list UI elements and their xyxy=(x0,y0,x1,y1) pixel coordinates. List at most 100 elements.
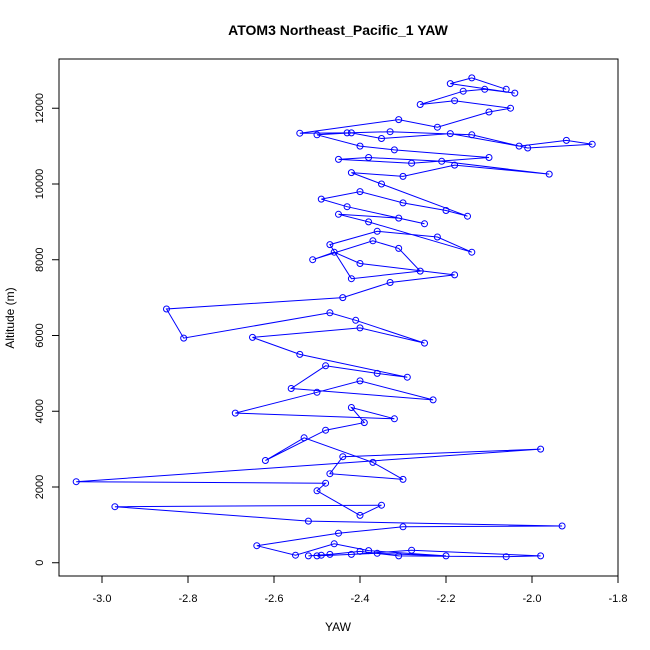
y-axis-label: Altitude (m) xyxy=(3,287,17,348)
x-axis-label: YAW xyxy=(325,620,352,634)
data-point xyxy=(322,479,330,487)
data-point xyxy=(261,457,269,464)
data-point xyxy=(502,553,510,561)
data-point xyxy=(416,267,424,275)
data-point xyxy=(356,547,364,555)
data-point xyxy=(313,388,321,396)
data-point xyxy=(300,434,308,442)
data-point xyxy=(343,203,351,211)
data-point xyxy=(395,214,403,222)
data-point xyxy=(481,85,489,93)
data-point xyxy=(111,503,119,511)
x-tick-label: -2.8 xyxy=(179,593,198,605)
data-point xyxy=(322,426,330,434)
data-point xyxy=(451,97,459,105)
data-point xyxy=(326,309,334,317)
data-point xyxy=(408,546,416,554)
data-point xyxy=(468,74,476,82)
data-point xyxy=(347,404,355,411)
data-point xyxy=(365,154,373,161)
data-point xyxy=(588,140,596,148)
data-point xyxy=(347,550,355,558)
data-point xyxy=(537,552,545,560)
data-point xyxy=(180,334,188,342)
data-point xyxy=(309,256,317,264)
data-point xyxy=(317,551,325,559)
series-line xyxy=(76,77,593,558)
y-tick-label: 10000 xyxy=(34,169,46,200)
data-point xyxy=(330,540,338,548)
data-point xyxy=(507,104,514,112)
data-point xyxy=(313,131,321,139)
data-point xyxy=(468,131,476,139)
data-point xyxy=(373,369,381,377)
data-point xyxy=(390,146,398,154)
data-point xyxy=(399,172,407,180)
y-tick-label: 6000 xyxy=(34,323,46,347)
data-point xyxy=(433,123,441,131)
x-tick-label: -2.2 xyxy=(437,593,456,605)
data-point xyxy=(395,116,403,124)
chart-title: ATOM3 Northeast_Pacific_1 YAW xyxy=(228,22,448,38)
data-point xyxy=(369,237,377,245)
data-point xyxy=(390,415,398,423)
data-point xyxy=(446,130,454,138)
data-point xyxy=(326,470,334,478)
data-point xyxy=(502,85,510,93)
data-point xyxy=(416,101,424,108)
y-axis: 0 2000 4000 6000 8000 10000 12000 xyxy=(34,93,60,566)
x-tick-label: -1.8 xyxy=(609,593,628,605)
data-point xyxy=(442,207,450,214)
data-point xyxy=(360,419,368,427)
data-point xyxy=(356,377,364,385)
data-point xyxy=(304,552,312,560)
data-point xyxy=(339,453,347,461)
y-tick-label: 0 xyxy=(34,560,46,566)
data-point xyxy=(373,227,381,235)
data-point xyxy=(347,169,355,177)
data-point xyxy=(395,552,403,560)
data-point xyxy=(524,144,532,152)
data-point xyxy=(231,409,239,417)
data-point xyxy=(485,154,493,161)
data-point xyxy=(313,552,321,560)
data-point xyxy=(163,305,170,313)
data-point xyxy=(339,294,347,302)
data-point xyxy=(451,271,459,279)
data-point xyxy=(313,487,321,495)
data-point xyxy=(378,135,385,142)
plot-frame xyxy=(58,58,619,577)
data-point xyxy=(326,550,334,558)
data-point xyxy=(292,551,299,559)
y-tick-label: 2000 xyxy=(34,475,46,499)
data-point xyxy=(335,210,342,218)
data-point xyxy=(72,478,80,486)
data-point xyxy=(558,522,566,530)
x-axis: -3.0 -2.8 -2.6 -2.4 -2.2 -2.0 -1.8 xyxy=(93,575,628,605)
y-tick-label: 12000 xyxy=(34,93,46,124)
data-point xyxy=(442,552,450,560)
data-point xyxy=(356,142,364,150)
data-point xyxy=(352,316,360,324)
data-point xyxy=(356,260,364,267)
data-point xyxy=(347,129,355,137)
y-tick-label: 4000 xyxy=(34,399,46,423)
data-point xyxy=(438,157,446,165)
series-layer xyxy=(72,74,596,561)
data-point xyxy=(433,233,441,241)
data-point xyxy=(378,501,385,509)
data-point xyxy=(459,87,467,95)
data-point xyxy=(386,279,394,286)
data-point xyxy=(403,373,411,381)
data-point xyxy=(369,458,377,466)
data-point xyxy=(537,445,545,453)
data-point xyxy=(399,475,407,483)
data-point xyxy=(322,362,330,370)
data-point xyxy=(399,523,407,531)
data-point xyxy=(515,142,523,150)
data-point xyxy=(545,170,553,178)
data-point xyxy=(451,161,459,169)
data-point xyxy=(446,80,454,88)
data-point xyxy=(511,89,519,97)
